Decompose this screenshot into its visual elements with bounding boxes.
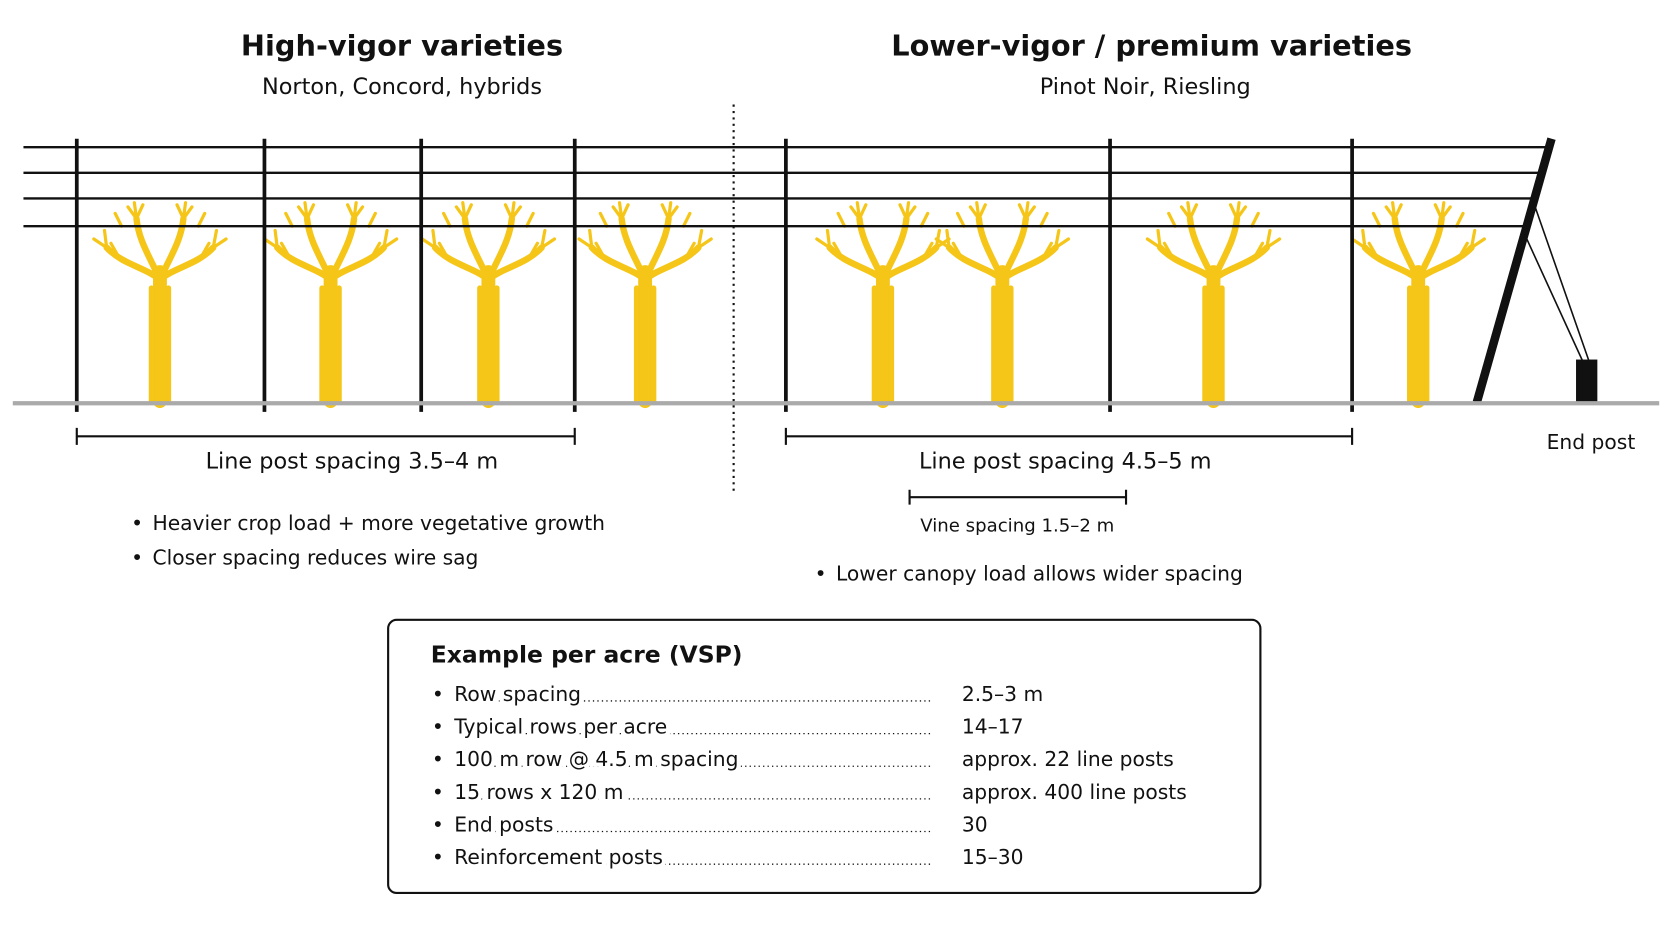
- row-label: End posts: [454, 813, 553, 837]
- right-bullet: Lower canopy load allows wider spacing: [836, 561, 1243, 585]
- posts: [74, 137, 1598, 412]
- row-label: Row spacing: [454, 682, 581, 706]
- row-value: 15–30: [962, 845, 1024, 869]
- row-value: 30: [962, 813, 988, 837]
- bullet: •: [131, 545, 143, 569]
- left-title: High-vigor varieties: [241, 28, 563, 62]
- row-label: 100 m row @ 4.5 m spacing: [454, 747, 738, 771]
- bullet: •: [432, 747, 444, 771]
- example-row: • End posts 30: [432, 808, 988, 841]
- bullet: •: [432, 845, 444, 869]
- example-box: [387, 618, 1262, 895]
- vine-spacing: Vine spacing 1.5–2 m: [920, 515, 1114, 536]
- bullet: •: [815, 561, 827, 585]
- bullet: •: [432, 813, 444, 837]
- vines: [94, 203, 1484, 401]
- example-rows: • Row spacing 2.5–3 m • Typical rows per acr…: [432, 678, 1187, 874]
- row-value: approx. 22 line posts: [962, 747, 1174, 771]
- example-row: • Typical rows per acre 14–17: [432, 710, 1024, 743]
- row-label: 15 rows x 120 m: [454, 780, 623, 804]
- bullet: •: [432, 780, 444, 804]
- right-title: Lower-vigor / premium varieties: [891, 28, 1412, 62]
- row-value: 2.5–3 m: [962, 682, 1043, 706]
- example-row: • Row spacing 2.5–3 m: [432, 678, 1043, 711]
- dimensions: [75, 427, 1354, 505]
- example-row: • Reinforcement posts 15–30: [432, 841, 1024, 874]
- bullet: •: [432, 715, 444, 739]
- bullet: •: [432, 682, 444, 706]
- left-bullet: Heavier crop load + more vegetative grow…: [152, 511, 605, 535]
- example-row: • 15 rows x 120 m approx. 400 line posts: [432, 776, 1187, 809]
- bullet: •: [131, 511, 143, 535]
- end-post-label: End post: [1547, 430, 1636, 454]
- right-subtitle: Pinot Noir, Riesling: [1040, 74, 1251, 100]
- left-subtitle: Norton, Concord, hybrids: [262, 74, 542, 100]
- example-title: Example per acre (VSP): [431, 641, 743, 669]
- left-spacing: Line post spacing 3.5–4 m: [206, 448, 499, 474]
- row-label: Reinforcement posts: [454, 845, 663, 869]
- left-bullet: Closer spacing reduces wire sag: [152, 545, 478, 569]
- row-value: approx. 400 line posts: [962, 780, 1187, 804]
- row-label: Typical rows per acre: [453, 715, 667, 739]
- right-spacing: Line post spacing 4.5–5 m: [919, 448, 1212, 474]
- example-row: • 100 m row @ 4.5 m spacing approx. 22 lin…: [432, 743, 1174, 776]
- row-value: 14–17: [962, 715, 1024, 739]
